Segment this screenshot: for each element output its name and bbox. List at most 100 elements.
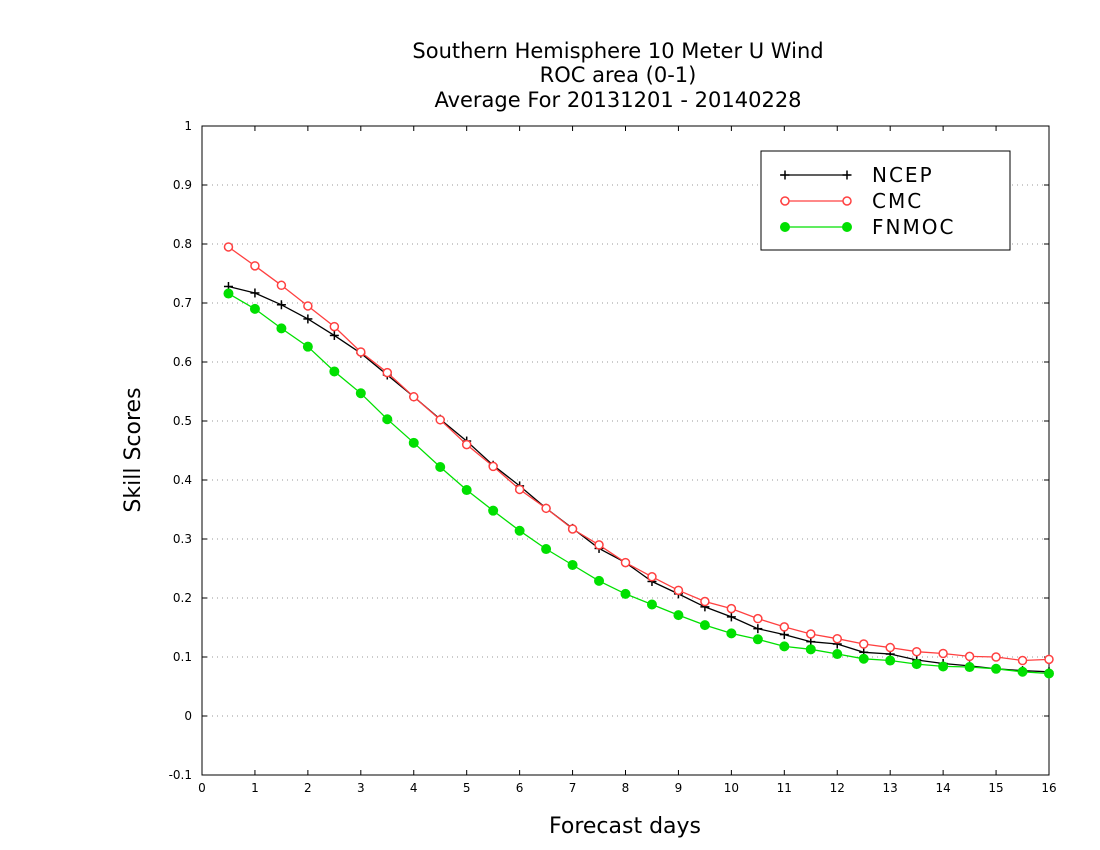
legend-item-ncep: NCEP <box>780 163 934 187</box>
data-point-cmc <box>382 367 393 378</box>
chart-title: Southern Hemisphere 10 Meter U Wind ROC … <box>412 39 823 112</box>
data-point-fnmoc <box>726 628 737 639</box>
data-point-cmc <box>991 652 1001 662</box>
data-point-fnmoc <box>514 525 525 536</box>
data-point-ncep <box>753 624 763 634</box>
title-line-2: ROC area (0-1) <box>540 63 697 87</box>
data-point-cmc <box>356 347 366 357</box>
legend-label: CMC <box>872 189 923 213</box>
data-point-ncep <box>250 288 260 298</box>
data-point-fnmoc <box>885 655 896 666</box>
series-ncep <box>223 281 1054 677</box>
data-point-cmc <box>488 461 498 472</box>
data-point-fnmoc <box>991 663 1002 674</box>
data-point-cmc <box>832 633 842 644</box>
data-point-ncep <box>726 612 736 622</box>
data-point-fnmoc <box>276 323 287 334</box>
legend-item-fnmoc: FNMOC <box>780 215 955 239</box>
legend-marker <box>842 222 852 232</box>
x-tick-label: 4 <box>410 781 418 795</box>
data-point-fnmoc <box>488 505 499 516</box>
legend-marker <box>842 196 852 206</box>
data-point-cmc <box>541 503 551 514</box>
x-tick-label: 12 <box>830 781 845 795</box>
x-tick-label: 9 <box>675 781 683 795</box>
gridlines <box>202 184 1049 717</box>
y-tick-label: 0.3 <box>173 532 192 546</box>
y-tick-label: 0.1 <box>173 650 192 664</box>
data-point-cmc <box>806 629 816 639</box>
data-point-fnmoc <box>620 588 631 599</box>
data-point-fnmoc <box>832 649 843 660</box>
data-point-fnmoc <box>594 575 605 586</box>
x-tick-label: 2 <box>304 781 312 795</box>
series-line-cmc <box>228 246 1050 662</box>
legend-marker <box>780 170 790 180</box>
legend-item-cmc: CMC <box>780 189 923 213</box>
legend-label: NCEP <box>872 163 934 187</box>
data-point-cmc <box>779 622 790 632</box>
x-tick-label: 6 <box>516 781 524 795</box>
y-tick-label: 0.7 <box>173 296 192 310</box>
x-tick-label: 7 <box>569 781 577 795</box>
data-point-cmc <box>303 301 313 311</box>
data-point-fnmoc <box>435 462 446 473</box>
legend-marker <box>842 170 852 180</box>
x-tick-label: 8 <box>622 781 630 795</box>
data-point-cmc <box>753 613 763 624</box>
x-tick-label: 16 <box>1041 781 1056 795</box>
title-line-1: Southern Hemisphere 10 Meter U Wind <box>412 39 823 63</box>
data-point-fnmoc <box>461 485 472 496</box>
y-tick-label: 0.8 <box>173 237 192 251</box>
data-point-fnmoc <box>911 659 922 670</box>
data-point-fnmoc <box>541 544 552 555</box>
data-point-ncep <box>276 300 286 310</box>
data-point-cmc <box>276 280 287 291</box>
data-point-fnmoc <box>302 341 313 352</box>
x-tick-label: 10 <box>724 781 739 795</box>
data-point-fnmoc <box>1017 666 1028 677</box>
data-point-cmc <box>911 646 922 657</box>
data-point-ncep <box>303 314 313 324</box>
data-point-cmc <box>514 484 525 495</box>
series-fnmoc <box>223 288 1054 679</box>
data-point-cmc <box>594 540 604 550</box>
data-point-cmc <box>329 321 340 332</box>
data-point-cmc <box>673 585 684 596</box>
x-tick-label: 15 <box>988 781 1003 795</box>
data-point-fnmoc <box>249 303 260 314</box>
x-tick-label: 11 <box>777 781 792 795</box>
data-point-cmc <box>250 261 260 271</box>
x-tick-label: 0 <box>198 781 206 795</box>
y-tick-label: 0.5 <box>173 414 192 428</box>
data-point-fnmoc <box>408 437 419 448</box>
y-tick-label: 1 <box>184 119 192 133</box>
data-point-fnmoc <box>223 288 234 299</box>
x-tick-label: 3 <box>357 781 365 795</box>
data-point-fnmoc <box>938 661 949 672</box>
legend-marker <box>780 196 790 206</box>
data-point-cmc <box>435 415 445 425</box>
series-line-ncep <box>228 285 1050 673</box>
data-point-fnmoc <box>858 653 869 664</box>
data-point-fnmoc <box>805 644 816 655</box>
data-point-fnmoc <box>1044 668 1054 679</box>
data-point-cmc <box>1044 654 1054 665</box>
y-tick-label: -0.1 <box>169 768 192 782</box>
data-point-cmc <box>567 524 578 534</box>
legend-marker <box>780 222 790 232</box>
y-tick-label: 0.2 <box>173 591 192 605</box>
y-tick-label: 0.9 <box>173 178 192 192</box>
data-point-fnmoc <box>673 610 684 621</box>
title-line-3: Average For 20131201 - 20140228 <box>434 88 801 112</box>
x-tick-label: 14 <box>935 781 950 795</box>
data-point-cmc <box>726 603 737 614</box>
legend-label: FNMOC <box>872 215 955 239</box>
y-tick-label: 0 <box>184 709 192 723</box>
data-point-ncep <box>329 330 339 340</box>
x-tick-label: 1 <box>251 781 259 795</box>
data-point-cmc <box>409 392 419 402</box>
data-point-cmc <box>647 572 657 582</box>
